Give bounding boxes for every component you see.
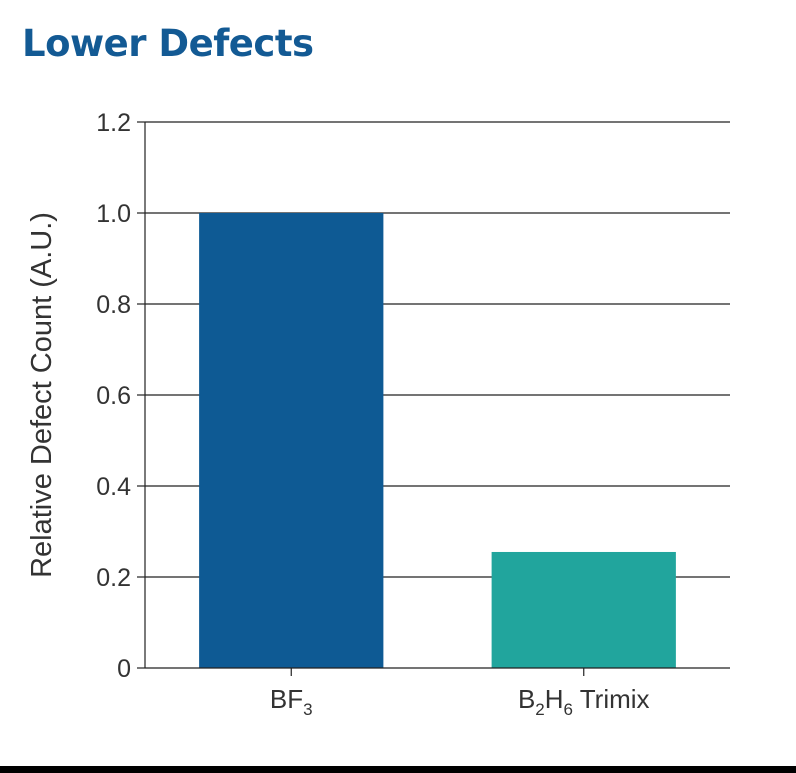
- y-tick-label: 1.0: [96, 200, 131, 228]
- x-category-labels: BF3 B2H6 Trimix: [270, 684, 650, 719]
- bar: [199, 213, 384, 668]
- y-axis-title: Relative Defect Count (A.U.): [26, 212, 58, 578]
- x-category-label: BF3: [270, 684, 313, 719]
- axes: [137, 121, 730, 676]
- y-tick-label: 0.4: [96, 473, 131, 501]
- chart-title: Lower Defects: [22, 22, 314, 65]
- y-tick-label: 0: [117, 655, 131, 683]
- y-tick-label: 1.2: [96, 109, 131, 137]
- bar: [491, 551, 676, 668]
- bars: [199, 213, 676, 668]
- y-tick-label: 0.2: [96, 564, 131, 592]
- y-tick-label: 0.6: [96, 382, 131, 410]
- x-category-label: B2H6 Trimix: [518, 684, 650, 719]
- bottom-rule: [0, 766, 796, 773]
- y-tick-label: 0.8: [96, 291, 131, 319]
- y-tick-labels: 0 0.2 0.4 0.6 0.8 1.0 1.2: [96, 109, 131, 683]
